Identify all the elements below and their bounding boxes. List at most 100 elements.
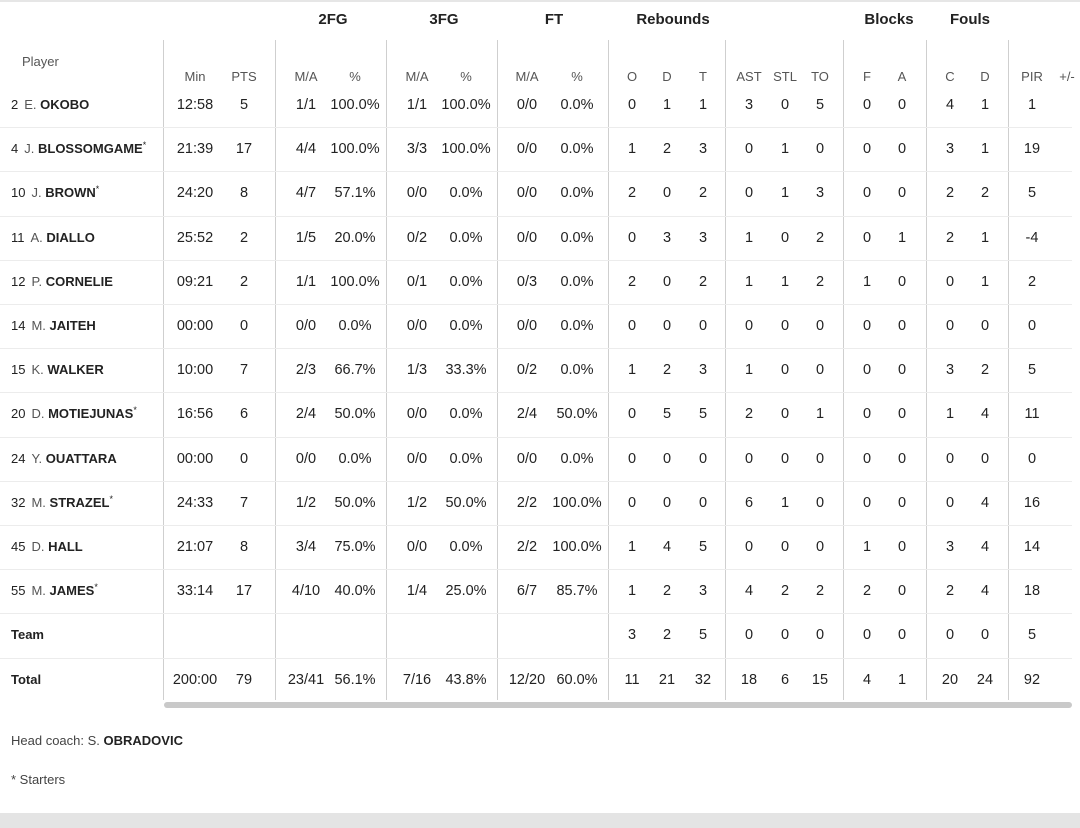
row-divider: [0, 436, 1072, 438]
horizontal-scrollbar[interactable]: [164, 702, 1072, 708]
stat-cell: 0/0: [516, 185, 538, 202]
stat-cell: 1: [627, 583, 637, 600]
stat-cell: 0: [897, 450, 907, 467]
group-header-ft: FT: [544, 11, 564, 28]
stat-cell: 0: [780, 229, 790, 246]
table-row: 20 D. MOTIEJUNAS* 16:56 6 2/4 50.0% 0/0 0.0% 2/4…: [0, 392, 1080, 436]
stat-cell: 5: [1027, 627, 1037, 644]
player-name[interactable]: 24 Y. OUATTARA: [11, 437, 117, 481]
stat-cell: 11: [624, 671, 640, 688]
stat-cell: 0.0%: [560, 97, 594, 113]
starter-mark: *: [109, 493, 114, 504]
table-row: 15 K. WALKER 10:00 7 2/3 66.7% 1/3 33.3% 0/2 0.0%…: [0, 348, 1080, 392]
column-header: STL: [773, 69, 797, 84]
stat-cell: 3: [945, 362, 955, 379]
stat-cell: 0.0%: [449, 318, 483, 334]
column-header: D: [980, 69, 990, 84]
stat-cell: 18: [1023, 583, 1041, 600]
row-divider: [0, 525, 1072, 526]
row-divider: [0, 259, 1072, 261]
stat-cell: 3: [627, 627, 637, 644]
column-header: AST: [736, 69, 762, 84]
stat-cell: 0.0%: [560, 229, 594, 246]
stat-cell: 5: [698, 539, 708, 555]
stat-cell: 1: [862, 273, 872, 290]
footer-bar: [0, 813, 1080, 828]
player-name[interactable]: 14 M. JAITEH: [11, 304, 96, 348]
stat-cell: 0.0%: [560, 141, 594, 158]
column-divider: [497, 40, 498, 700]
player-name[interactable]: 10 J. BROWN*: [11, 171, 99, 215]
stat-cell: 4: [980, 494, 990, 511]
stat-cell: 0: [744, 450, 754, 467]
stat-cell: 4: [662, 539, 672, 555]
stat-cell: 1/1: [295, 97, 317, 113]
player-initial: J.: [24, 141, 35, 157]
column-header: C: [945, 69, 955, 84]
player-name[interactable]: 15 K. WALKER: [11, 348, 104, 392]
player-number: 24: [11, 450, 26, 466]
stat-cell: 2: [239, 229, 249, 246]
stat-cell: 5: [1027, 362, 1037, 379]
stat-cell: 1: [627, 539, 637, 555]
table-row: 11 A. DIALLO 25:52 2 1/5 20.0% 0/2 0.0% 0/0 0.0% 0…: [0, 216, 1080, 260]
stat-cell: 66.7%: [334, 362, 376, 379]
player-initial: M.: [31, 494, 46, 510]
stat-cell: 0: [897, 583, 907, 600]
stat-cell: 00:00: [176, 450, 214, 467]
player-name[interactable]: 2 E. OKOBO: [11, 83, 89, 127]
row-divider: [0, 613, 1072, 615]
stat-cell: 1: [698, 97, 708, 113]
stat-cell: 100.0%: [441, 97, 491, 113]
stat-cell: 2: [815, 229, 825, 246]
stat-cell: 100.0%: [441, 141, 491, 158]
player-name[interactable]: 11 A. DIALLO: [11, 216, 95, 260]
player-name[interactable]: 20 D. MOTIEJUNAS*: [11, 392, 137, 436]
stat-cell: 0: [897, 539, 907, 555]
column-header: TO: [811, 69, 829, 84]
player-last-name: WALKER: [47, 362, 104, 378]
player-number: 2: [11, 97, 19, 112]
player-name[interactable]: 55 M. JAMES*: [11, 569, 98, 613]
stat-cell: 16:56: [176, 406, 214, 423]
head-coach-name: OBRADOVIC: [103, 733, 183, 748]
stat-cell: 0/3: [516, 273, 538, 290]
stat-cell: 75.0%: [334, 539, 376, 555]
row-divider: [0, 480, 1072, 482]
head-coach: Head coach: S. OBRADOVIC: [11, 733, 183, 748]
player-initial: D.: [31, 406, 45, 422]
stat-cell: 1/5: [295, 229, 317, 246]
player-column-header: Player: [22, 54, 59, 69]
stat-cell: 0/0: [295, 318, 317, 334]
table-row: 14 M. JAITEH 00:00 0 0/0 0.0% 0/0 0.0% 0/0 0.0% 0 0…: [0, 304, 1080, 348]
stat-cell: 5: [698, 406, 708, 423]
player-number: 32: [11, 494, 26, 510]
stat-cell: 0: [627, 97, 637, 113]
table-row: 12 P. CORNELIE 09:21 2 1/1 100.0% 0/1 0.0% 0/3 0.…: [0, 260, 1080, 304]
player-name[interactable]: 45 D. HALL: [11, 525, 83, 569]
stat-cell: 18: [740, 671, 758, 688]
stat-cell: 4/7: [295, 185, 317, 202]
player-initial: M.: [31, 583, 46, 599]
stat-cell: 25.0%: [445, 583, 487, 600]
stat-cell: 2: [662, 141, 672, 158]
stat-cell: 0: [780, 318, 790, 334]
stat-cell: 0/0: [406, 450, 428, 467]
stat-cell: 1: [980, 273, 990, 290]
stat-cell: 0: [662, 450, 672, 467]
group-header-2fg: 2FG: [318, 11, 348, 28]
player-initial: P.: [31, 273, 43, 289]
player-name[interactable]: 4 J. BLOSSOMGAME*: [11, 127, 146, 171]
stat-cell: 14: [1023, 539, 1041, 555]
stat-cell: 0: [698, 318, 708, 334]
stat-cell: 5: [698, 627, 708, 644]
player-name[interactable]: 32 M. STRAZEL*: [11, 481, 113, 525]
stat-cell: 1/1: [295, 273, 317, 290]
stat-cell: 2: [744, 406, 754, 423]
top-divider: [0, 0, 1080, 2]
player-name[interactable]: 12 P. CORNELIE: [11, 260, 113, 304]
stat-cell: 100.0%: [552, 494, 602, 511]
stat-cell: 0.0%: [449, 229, 483, 246]
stat-cell: 1: [980, 97, 990, 113]
stat-cell: 5: [815, 97, 825, 113]
